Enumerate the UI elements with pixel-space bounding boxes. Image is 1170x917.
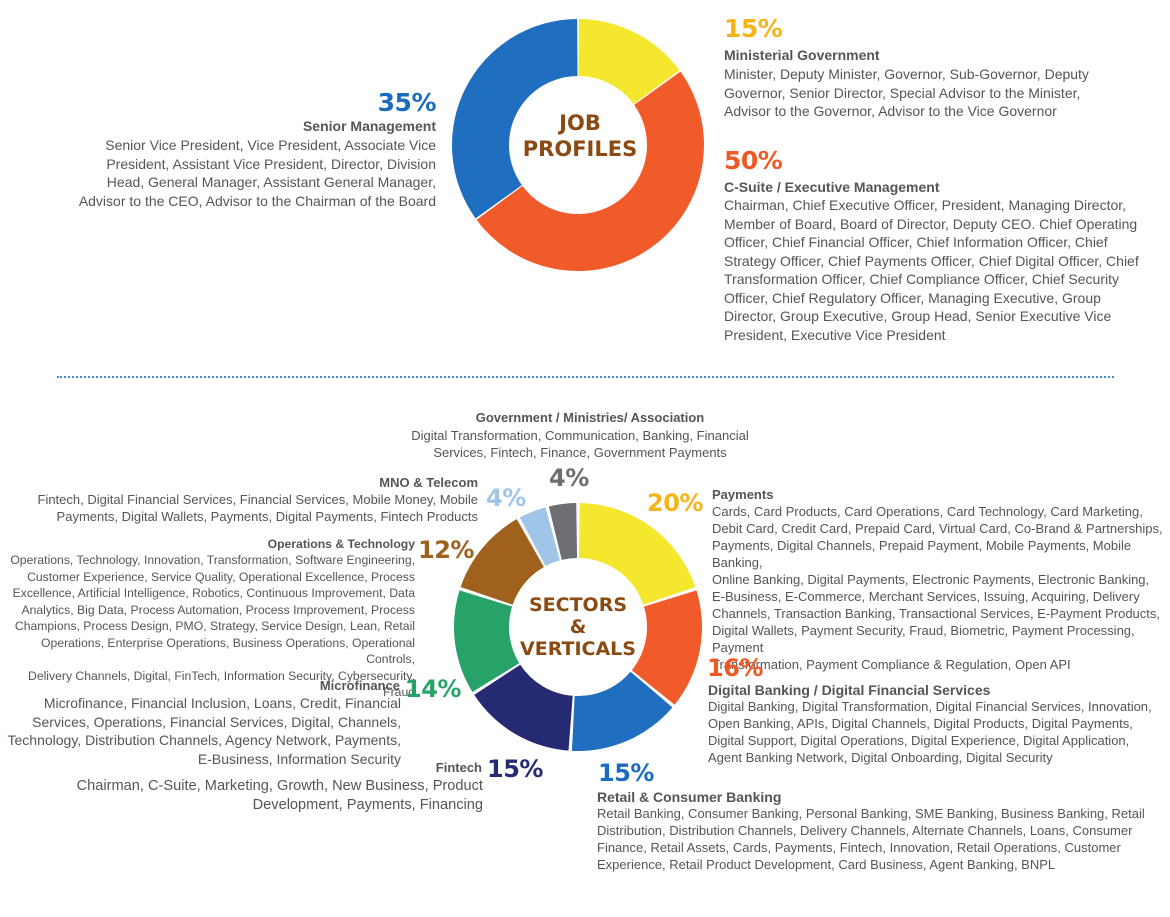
section-divider — [57, 376, 1114, 378]
job-profiles-center-label: JOB PROFILES — [500, 110, 660, 163]
job-center-line2: PROFILES — [522, 137, 638, 162]
digital-description: Digital Banking, Digital Transformation,… — [708, 699, 1152, 765]
ministerial-description: Minister, Deputy Minister, Governor, Sub… — [724, 66, 1089, 119]
fintech-description: Chairman, C-Suite, Marketing, Growth, Ne… — [76, 778, 483, 813]
sectors-slice-government-ministries-association — [548, 503, 578, 560]
fintech-title: Fintech — [435, 760, 482, 775]
job-profiles-slice-c-suite-executive-management — [476, 71, 704, 271]
job-profiles-slice-senior-management — [452, 19, 578, 219]
operations-title: Operations & Technology — [267, 537, 415, 551]
job-center-line1: JOB — [559, 111, 601, 135]
payments-percentage: 20% — [647, 489, 703, 517]
retail-description: Retail Banking, Consumer Banking, Person… — [597, 806, 1145, 872]
digital-percentage: 16% — [707, 654, 763, 682]
sectors-slice-microfinance — [454, 590, 520, 692]
job-profiles-slice-ministerial-government — [578, 19, 680, 105]
sectors-slice-fintech — [474, 664, 573, 751]
csuite-title: C-Suite / Executive Management — [724, 179, 940, 195]
microfinance-description: Microfinance, Financial Inclusion, Loans… — [7, 695, 402, 767]
retail-title: Retail & Consumer Banking — [597, 789, 782, 805]
sectors-center-label: SECTORS & VERTICALS — [498, 594, 658, 660]
digital-title: Digital Banking / Digital Financial Serv… — [708, 682, 991, 698]
government-description: Digital Transformation, Communication, B… — [411, 428, 749, 460]
senior-description: Senior Vice President, Vice President, A… — [78, 137, 436, 209]
operations-description: Operations, Technology, Innovation, Tran… — [10, 553, 415, 699]
retail-percentage: 15% — [598, 759, 654, 787]
sectors-slice-mno-telecom — [519, 507, 560, 567]
sectors-center-line1: SECTORS — [528, 594, 628, 616]
csuite-percentage: 50% — [724, 146, 783, 175]
payments-description: Cards, Card Products, Card Operations, C… — [712, 504, 1163, 672]
government-percentage: 4% — [549, 464, 589, 492]
senior-title: Senior Management — [302, 118, 436, 134]
ministerial-percentage: 15% — [724, 14, 783, 43]
sectors-slice-payments — [578, 503, 696, 605]
payments-title: Payments — [712, 487, 774, 502]
sectors-center-line2: & — [569, 616, 587, 638]
government-title: Government / Ministries/ Association — [475, 410, 705, 425]
fintech-percentage: 15% — [487, 755, 543, 783]
senior-percentage: 35% — [377, 88, 437, 117]
sectors-slice-operations-technology — [460, 519, 544, 605]
csuite-description: Chairman, Chief Executive Officer, Presi… — [724, 197, 1139, 343]
ministerial-title: Ministerial Government — [724, 47, 880, 63]
mno-percentage: 4% — [486, 484, 526, 512]
sectors-center-line3: VERTICALS — [520, 638, 636, 660]
sectors-slice-digital-banking-digital-financial-services — [631, 590, 702, 705]
operations-percentage: 12% — [418, 536, 474, 564]
sectors-slice-retail-consumer-banking — [571, 671, 673, 751]
microfinance-title: Microfinance — [319, 678, 400, 693]
microfinance-percentage: 14% — [405, 675, 461, 703]
mno-title: MNO & Telecom — [379, 475, 478, 490]
mno-description: Fintech, Digital Financial Services, Fin… — [37, 492, 479, 524]
